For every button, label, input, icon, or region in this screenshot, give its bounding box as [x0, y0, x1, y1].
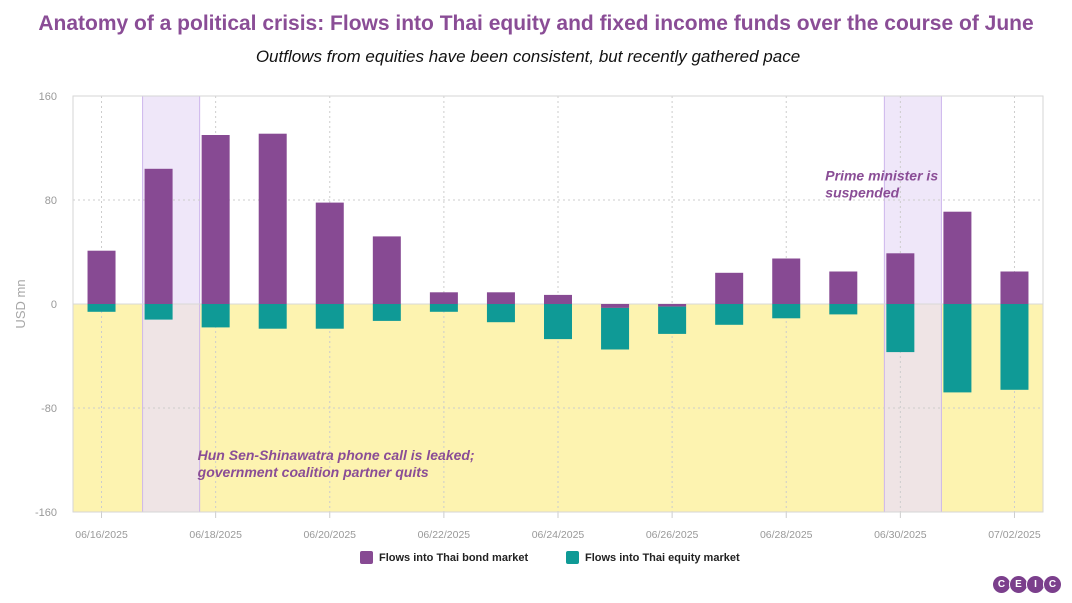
bar-bond	[1000, 271, 1029, 304]
bar-bond	[829, 271, 858, 304]
bar-bond	[429, 292, 458, 304]
x-tick-label: 06/28/2025	[760, 529, 813, 541]
bar-equity	[87, 304, 116, 312]
bar-equity	[201, 304, 230, 328]
bar-equity	[886, 304, 915, 353]
y-tick-label: -80	[41, 403, 57, 415]
bar-equity	[144, 304, 173, 320]
bar-equity	[601, 307, 630, 350]
bar-equity	[315, 304, 344, 329]
x-tick-label: 06/16/2025	[75, 529, 128, 541]
bar-bond	[772, 258, 801, 304]
bar-bond	[715, 272, 744, 304]
x-tick-label: 06/26/2025	[646, 529, 699, 541]
y-tick-label: 160	[39, 91, 57, 103]
x-tick-label: 06/20/2025	[303, 529, 356, 541]
y-tick-label: -160	[35, 507, 57, 519]
annotation-2-line: Prime minister is	[825, 168, 938, 184]
bar-equity	[772, 304, 801, 319]
y-axis-title: USD mn	[13, 279, 28, 328]
bar-bond	[658, 304, 687, 307]
chart-legend: Flows into Thai bond market Flows into T…	[0, 551, 1072, 567]
x-tick-label: 06/24/2025	[532, 529, 585, 541]
legend-swatch-equity	[566, 551, 579, 564]
annotation-1-line: government coalition partner quits	[197, 464, 429, 480]
x-tick-label: 07/02/2025	[988, 529, 1041, 541]
legend-item-equity[interactable]: Flows into Thai equity market	[566, 551, 740, 564]
plot-frame	[72, 95, 1044, 513]
chart-subtitle: Outflows from equities have been consist…	[255, 47, 801, 66]
bar-bond	[886, 253, 915, 304]
bar-equity	[372, 304, 401, 321]
logo-letter: C	[1043, 575, 1062, 594]
bar-equity	[658, 306, 687, 334]
annotation-2-line: suspended	[825, 185, 899, 201]
bar-bond	[601, 304, 630, 308]
bar-equity	[429, 304, 458, 312]
bar-equity	[544, 304, 572, 340]
bar-equity	[486, 304, 515, 323]
bar-equity	[829, 304, 858, 315]
chart-title: Anatomy of a political crisis: Flows int…	[38, 12, 1034, 35]
y-tick-label: 80	[45, 195, 57, 207]
legend-swatch-bond	[360, 551, 373, 564]
bar-bond	[258, 133, 287, 304]
bar-bond	[315, 202, 344, 304]
bar-bond	[87, 250, 116, 304]
legend-label-bond: Flows into Thai bond market	[379, 551, 529, 564]
bar-bond	[144, 168, 173, 304]
bar-bond	[544, 294, 572, 304]
annotation-1-line: Hun Sen-Shinawatra phone call is leaked;	[198, 447, 475, 463]
legend-label-equity: Flows into Thai equity market	[585, 551, 740, 564]
y-tick-label: 0	[51, 299, 57, 311]
legend-item-bond[interactable]: Flows into Thai bond market	[360, 551, 528, 564]
bar-bond	[486, 292, 515, 304]
bar-equity	[258, 304, 287, 329]
bar-bond	[943, 211, 972, 304]
logo-letter: C	[992, 575, 1011, 594]
x-tick-label: 06/18/2025	[189, 529, 242, 541]
x-tick-label: 06/30/2025	[874, 529, 927, 541]
x-tick-label: 06/22/2025	[418, 529, 471, 541]
bar-equity	[943, 304, 972, 393]
bar-equity	[1000, 304, 1029, 390]
bar-bond	[372, 236, 401, 304]
bar-equity	[715, 304, 744, 325]
bar-bond	[201, 135, 230, 304]
